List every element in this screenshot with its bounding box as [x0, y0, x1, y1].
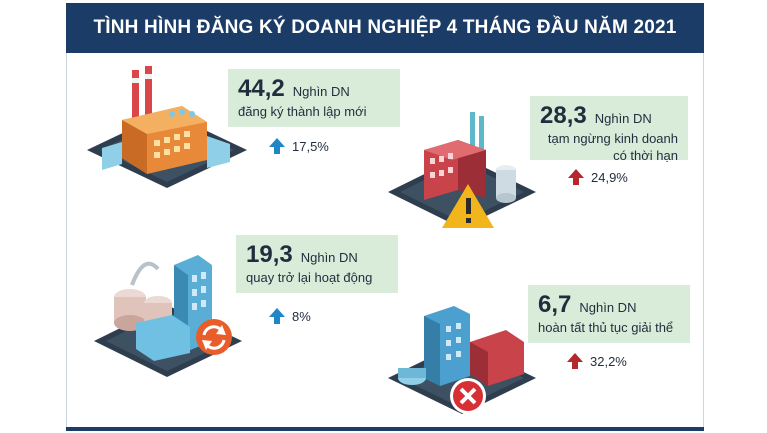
stat-change-resumed: 8%	[268, 307, 311, 325]
change-value: 17,5%	[292, 138, 329, 154]
page-title: TÌNH HÌNH ĐĂNG KÝ DOANH NGHIỆP 4 THÁNG Đ…	[66, 3, 704, 53]
resumed-building-illustration	[94, 255, 242, 377]
change-value: 24,9%	[591, 169, 628, 185]
stat-change-dissolved: 32,2%	[566, 352, 627, 370]
bottom-bar	[66, 427, 704, 431]
change-value: 8%	[292, 308, 311, 324]
stat-value: 19,3	[246, 241, 293, 268]
stat-value: 44,2	[238, 75, 285, 102]
stat-description: quay trở lại hoạt động	[246, 270, 373, 285]
stat-card-resumed: 19,3 Nghìn DN quay trở lại hoạt động	[236, 235, 398, 293]
stat-card-suspended: 28,3 Nghìn DN tạm ngừng kinh doanh có thờ…	[530, 96, 688, 163]
warning-building-illustration	[388, 112, 536, 228]
stat-unit: Nghìn DN	[579, 300, 637, 315]
stat-card-new-registration: 44,2 Nghìn DN đăng ký thành lập mới	[228, 69, 400, 127]
arrow-up-icon	[269, 308, 285, 324]
change-value: 32,2%	[590, 353, 627, 369]
stat-value: 28,3	[540, 102, 587, 129]
arrow-up-icon	[567, 353, 583, 369]
dissolved-building-illustration	[388, 306, 536, 414]
stat-description: hoàn tất thủ tục giải thể	[538, 320, 674, 335]
factory-illustration	[87, 66, 247, 188]
stat-unit: Nghìn DN	[594, 111, 652, 126]
stat-value: 6,7	[538, 291, 572, 318]
stat-change-new-registration: 17,5%	[268, 137, 329, 155]
stat-description-line-2: có thời hạn	[613, 148, 678, 163]
arrow-up-icon	[269, 138, 285, 154]
stat-change-suspended: 24,9%	[567, 168, 628, 186]
stat-description-line-1: tạm ngừng kinh doanh	[547, 131, 678, 146]
stat-unit: Nghìn DN	[292, 84, 350, 99]
stat-description: đăng ký thành lập mới	[238, 104, 367, 119]
stat-card-dissolved: 6,7 Nghìn DN hoàn tất thủ tục giải thể	[528, 285, 690, 343]
stat-unit: Nghìn DN	[300, 250, 358, 265]
arrow-up-icon	[568, 169, 584, 185]
